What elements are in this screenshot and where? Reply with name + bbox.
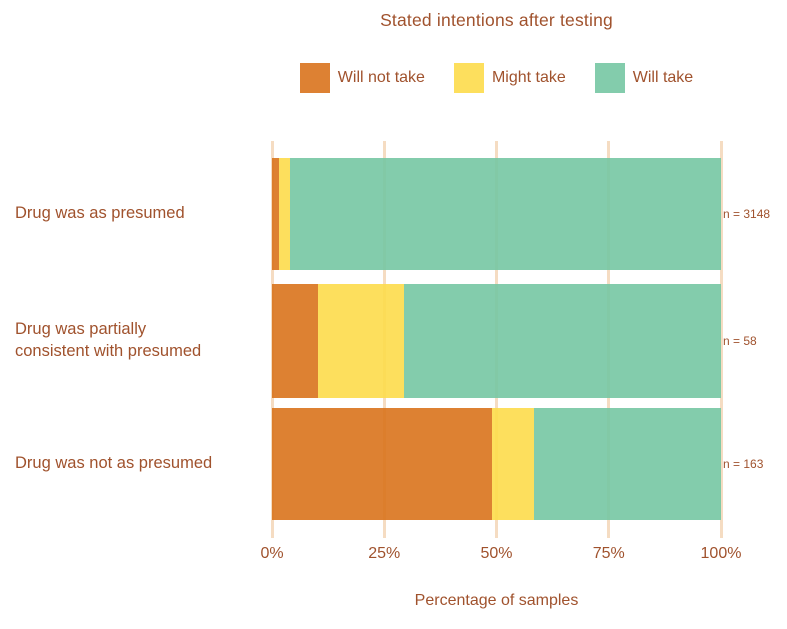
category-label: Drug was partially consistent with presu… bbox=[15, 320, 202, 360]
chart-title: Stated intentions after testing bbox=[380, 10, 613, 30]
x-tick-label: 75% bbox=[592, 545, 625, 562]
axis-tick bbox=[719, 528, 723, 538]
x-axis-title: Percentage of samples bbox=[414, 592, 579, 609]
legend-item: Will not take bbox=[299, 62, 425, 93]
n-annotation: n = 3148 bbox=[723, 207, 771, 221]
bar-segment-might-take bbox=[318, 284, 404, 398]
legend-color-key bbox=[453, 62, 484, 93]
axis-tick bbox=[495, 528, 498, 538]
legend-color-key bbox=[299, 62, 330, 93]
axis-tick bbox=[270, 528, 274, 538]
legend-item: Will take bbox=[594, 62, 694, 93]
legend-item-label: Might take bbox=[491, 68, 566, 86]
bar-row bbox=[272, 284, 721, 398]
category-label: Drug was as presumed bbox=[15, 204, 185, 223]
x-tick-label: 25% bbox=[368, 545, 401, 562]
x-tick-label: 50% bbox=[480, 545, 513, 562]
x-tick-label: 0% bbox=[260, 545, 284, 562]
bar-segment-might-take bbox=[279, 158, 291, 270]
bar-segment-might-take bbox=[492, 408, 534, 520]
n-annotation: n = 58 bbox=[723, 334, 757, 348]
bar-segment-will-not-take bbox=[272, 284, 319, 398]
bar-row bbox=[272, 158, 721, 270]
legend: Will not take Might take Will take bbox=[252, 62, 741, 93]
bar-segment-will-take bbox=[403, 284, 721, 398]
category-label: Drug was not as presumed bbox=[15, 454, 213, 473]
bar-segment-will-take bbox=[533, 408, 721, 520]
bar-segment-will-not-take bbox=[272, 408, 493, 520]
axis-tick bbox=[382, 528, 386, 538]
bar-segment-will-not-take bbox=[272, 158, 280, 270]
legend-item-label: Will not take bbox=[337, 68, 425, 86]
x-tick-label: 100% bbox=[700, 545, 742, 562]
plot-area bbox=[270, 141, 723, 538]
major-gridline bbox=[719, 141, 723, 528]
bar-row bbox=[272, 408, 721, 520]
legend-color-key bbox=[594, 62, 625, 93]
legend-item: Might take bbox=[453, 62, 566, 93]
axis-tick bbox=[607, 528, 611, 538]
bar-segment-will-take bbox=[290, 158, 721, 270]
legend-item-label: Will take bbox=[632, 68, 694, 86]
n-annotation: n = 163 bbox=[723, 457, 764, 471]
